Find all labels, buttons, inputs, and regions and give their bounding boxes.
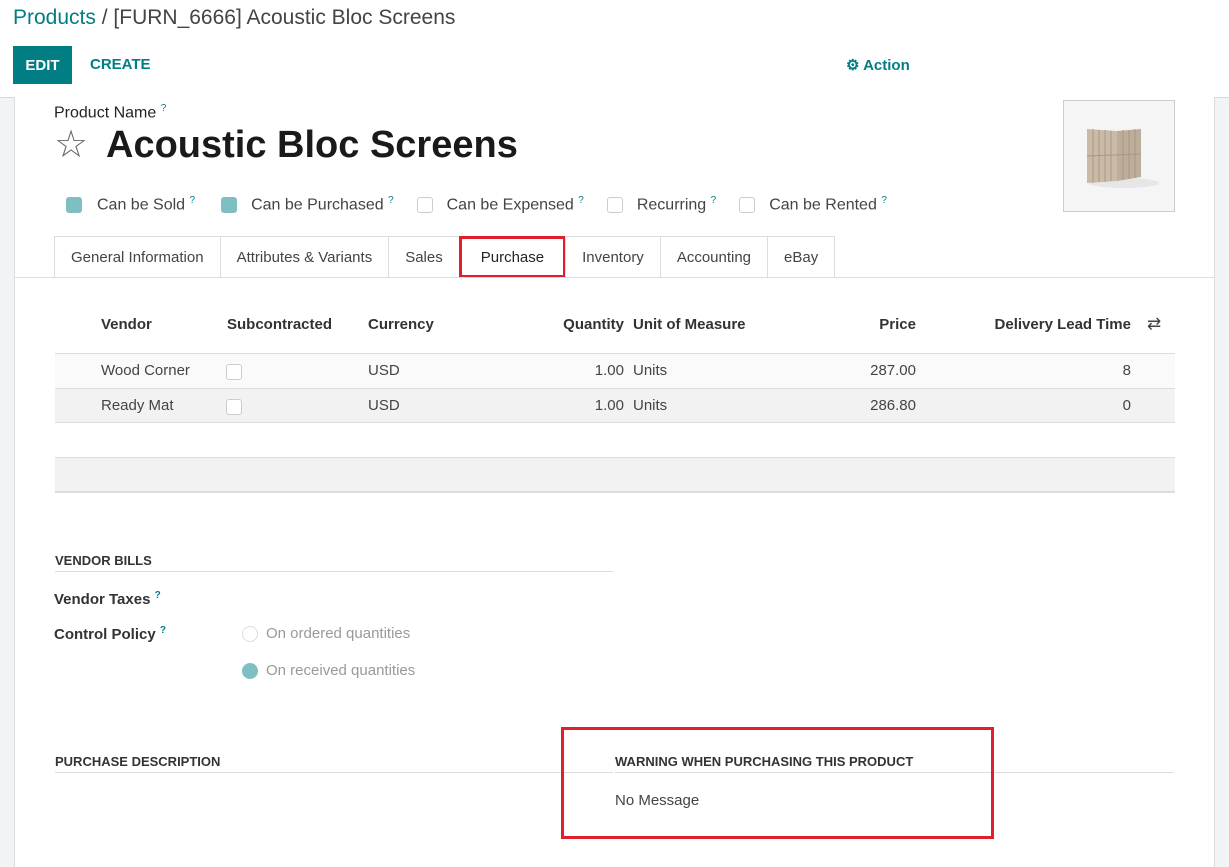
radio-button[interactable] [242,626,258,643]
col-quantity[interactable]: Quantity [563,316,624,333]
breadcrumb-separator: / [101,6,108,29]
tab-sales[interactable]: Sales [388,236,460,278]
vendor-cell: Wood Corner [101,362,190,379]
control-policy-label: Control Policy ? [54,625,166,643]
tab-divider [14,277,1215,278]
gear-icon: ⚙ [846,57,860,74]
tab-accounting[interactable]: Accounting [659,236,769,278]
price-cell: 286.80 [870,397,916,414]
quantity-cell: 1.00 [594,397,624,414]
subcontracted-checkbox[interactable] [226,364,242,380]
can-be-expensed-checkbox[interactable] [416,196,433,213]
radio-ordered-quantities[interactable]: On ordered quantities [242,625,410,643]
warning-title: WARNING WHEN PURCHASING THIS PRODUCT [615,754,1174,773]
table-divider [55,422,1175,423]
currency-cell: USD [368,397,400,414]
lead-time-cell: 0 [1122,397,1131,414]
screen-image-icon [1086,129,1159,188]
tab-purchase[interactable]: Purchase [458,236,567,278]
table-row[interactable]: Ready Mat USD 1.00 Units 286.80 0 [55,388,1175,423]
action-button[interactable]: ⚙ Action [846,56,910,74]
tab-inventory[interactable]: Inventory [565,236,661,278]
optional-columns-icon[interactable]: ⇄ [1147,314,1162,333]
col-uom[interactable]: Unit of Measure [633,316,746,333]
purchase-description-title: PURCHASE DESCRIPTION [55,754,613,773]
tab-attributes-variants[interactable]: Attributes & Variants [219,236,390,278]
can-be-sold-checkbox[interactable] [66,196,82,213]
vendor-bills-title: VENDOR BILLS [55,553,613,572]
col-delivery-lead-time[interactable]: Delivery Lead Time [994,316,1131,333]
tab-ebay[interactable]: eBay [767,236,836,278]
can-be-rented-label: Can be Rented ? [769,195,887,214]
subcontracted-checkbox[interactable] [226,399,242,415]
radio-button[interactable] [242,663,258,680]
uom-cell: Units [633,362,668,379]
uom-cell: Units [633,397,668,414]
col-currency[interactable]: Currency [368,316,434,333]
star-icon[interactable]: ☆ [54,124,89,166]
can-be-purchased-checkbox[interactable] [221,196,238,213]
product-image[interactable] [1063,100,1175,212]
can-be-purchased-label: Can be Purchased ? [251,195,394,214]
warning-message-field[interactable]: No Message [615,792,700,809]
warning-highlight-box [561,727,994,839]
edit-button[interactable]: EDIT [13,46,72,84]
can-be-rented-checkbox[interactable] [739,196,756,213]
create-button[interactable]: CREATE [90,56,151,73]
breadcrumb-products-link[interactable]: Products [13,6,96,29]
price-cell: 287.00 [870,362,916,379]
breadcrumb-current: [FURN_6666] Acoustic Bloc Screens [113,6,456,29]
table-footer [55,457,1175,493]
recurring-checkbox[interactable] [606,196,623,213]
product-name-label: Product Name ? [54,103,167,122]
col-vendor[interactable]: Vendor [101,316,152,333]
product-title: Acoustic Bloc Screens [106,124,518,166]
can-be-expensed-label: Can be Expensed ? [446,195,584,214]
currency-cell: USD [368,362,400,379]
tab-general-information[interactable]: General Information [54,236,221,278]
radio-received-quantities[interactable]: On received quantities [242,662,415,680]
breadcrumb: Products / [FURN_6666] Acoustic Bloc Scr… [13,6,455,30]
action-label: Action [863,57,910,74]
lead-time-cell: 8 [1122,362,1131,379]
tab-bar: General Information Attributes & Variant… [54,236,836,278]
vendor-cell: Ready Mat [101,397,174,414]
col-subcontracted[interactable]: Subcontracted [227,316,333,333]
product-flags: Can be Sold ? Can be Purchased ? Can be … [66,195,887,214]
col-price[interactable]: Price [879,316,916,333]
can-be-sold-label: Can be Sold ? [97,195,196,214]
vendor-taxes-label: Vendor Taxes ? [54,590,161,608]
table-row[interactable]: Wood Corner USD 1.00 Units 287.00 8 [55,353,1175,388]
quantity-cell: 1.00 [594,362,624,379]
recurring-label: Recurring ? [636,195,717,214]
